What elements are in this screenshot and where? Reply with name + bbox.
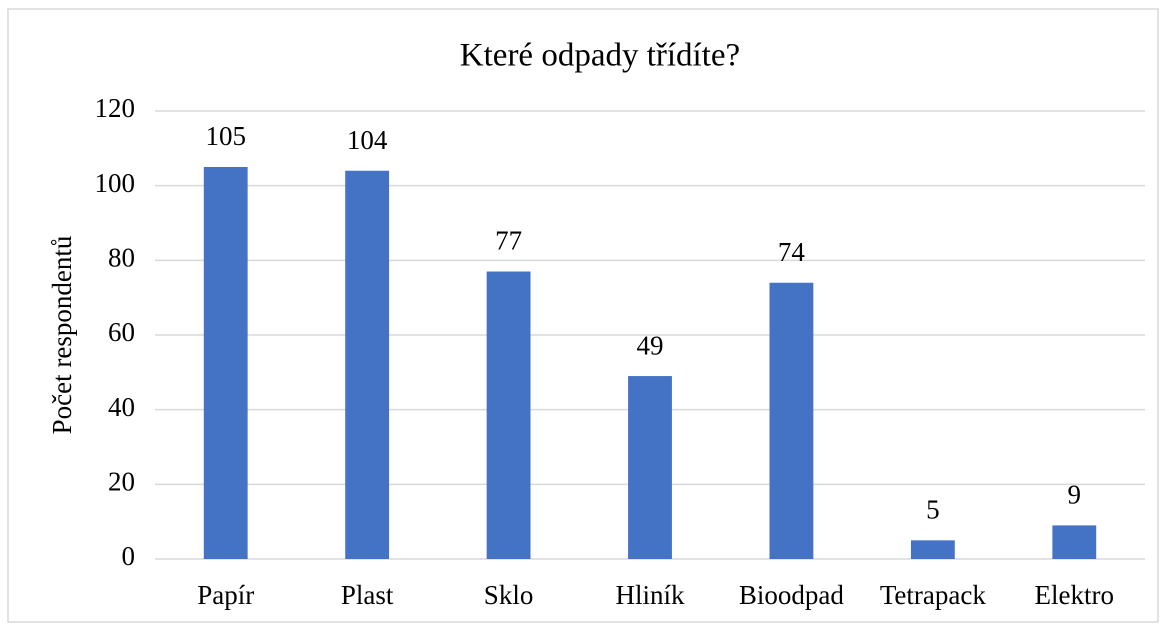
bar: [345, 170, 390, 559]
data-label: 105: [205, 121, 246, 151]
bar: [910, 540, 955, 559]
x-tick-label: Papír: [197, 580, 254, 610]
data-label: 74: [778, 237, 806, 267]
y-axis-label: Počet respondentů: [47, 235, 77, 434]
y-tick-label: 120: [95, 93, 136, 123]
x-tick-label: Elektro: [1035, 580, 1114, 610]
x-tick-label: Tetrapack: [880, 580, 987, 610]
y-tick-label: 60: [108, 317, 135, 347]
bar: [1052, 525, 1097, 559]
bar: [628, 376, 672, 559]
y-tick-label: 80: [108, 243, 135, 273]
x-tick-label: Plast: [341, 580, 394, 610]
bar: [486, 271, 531, 559]
data-label: 5: [926, 495, 940, 525]
y-tick-label: 0: [122, 541, 136, 571]
x-tick-label: Hliník: [615, 580, 685, 610]
data-label: 9: [1068, 480, 1082, 510]
chart-title: Které odpady třídíte?: [460, 38, 740, 74]
data-label: 49: [637, 330, 664, 360]
data-label: 77: [495, 226, 522, 256]
y-tick-label: 20: [108, 467, 135, 497]
chart-frame: [7, 8, 1159, 623]
x-tick-label: Sklo: [484, 580, 534, 610]
bar: [769, 282, 814, 559]
y-tick-label: 40: [108, 392, 135, 422]
bar: [203, 167, 248, 559]
data-label: 104: [347, 125, 388, 155]
y-tick-label: 100: [95, 168, 136, 198]
x-tick-label: Bioodpad: [739, 580, 844, 610]
